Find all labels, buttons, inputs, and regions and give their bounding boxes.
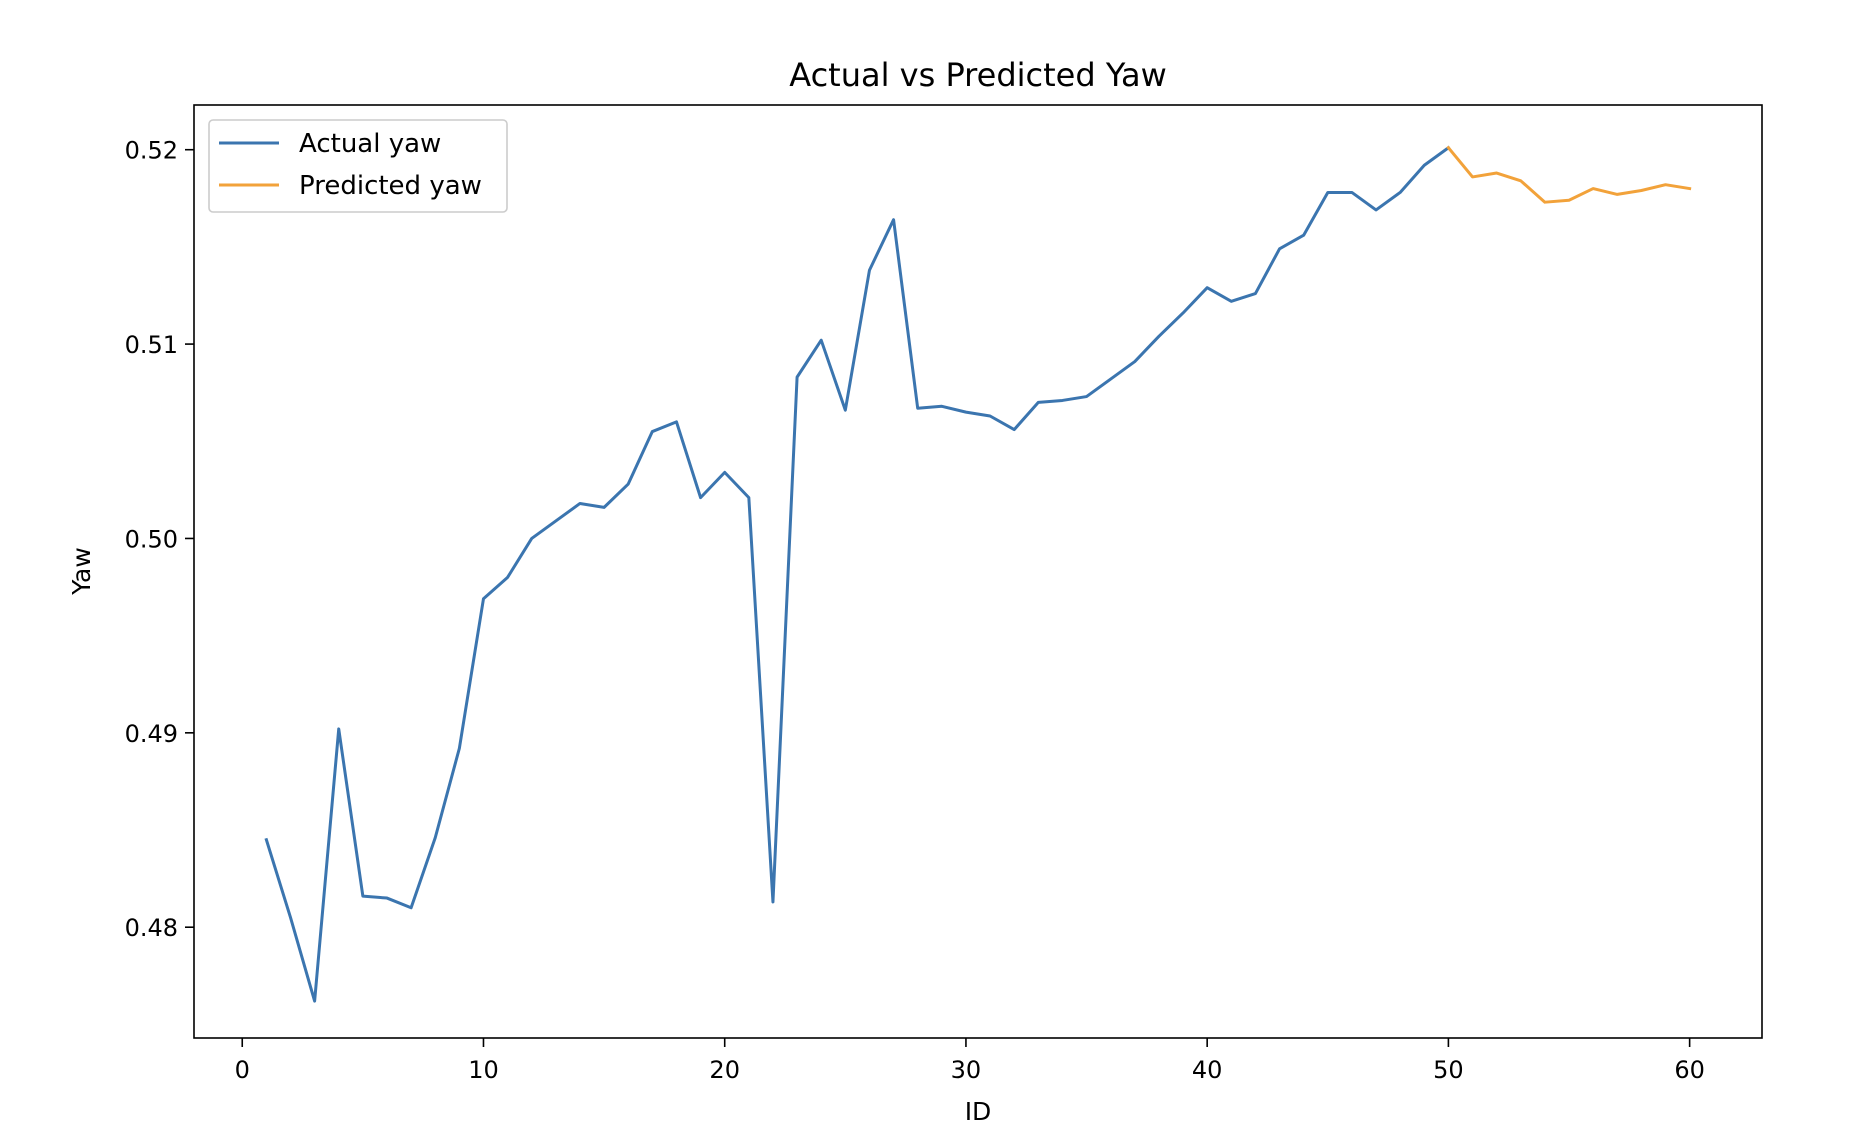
- x-tick-label: 30: [951, 1056, 982, 1084]
- x-axis-title: ID: [965, 1097, 992, 1126]
- series-line-1: [1446, 145, 1692, 204]
- y-tick-label: 0.52: [125, 137, 178, 165]
- x-axis: 0 10 20 30 40 50 60: [235, 1038, 1705, 1084]
- legend-label: Predicted yaw: [299, 171, 482, 201]
- legend-box: [208, 119, 508, 213]
- x-tick-label: 10: [468, 1056, 499, 1084]
- y-tick-label: 0.48: [125, 914, 178, 942]
- plot-area: [264, 145, 1692, 1003]
- x-tick-label: 60: [1674, 1056, 1705, 1084]
- y-tick-label: 0.49: [125, 720, 178, 748]
- x-tick-label: 20: [709, 1056, 740, 1084]
- legend-label: Actual yaw: [299, 129, 441, 159]
- y-axis: 0.48 0.49 0.50 0.51 0.52: [125, 137, 194, 942]
- plot-frame: [193, 104, 1763, 1039]
- x-tick-label: 0: [235, 1056, 250, 1084]
- legend: Actual yaw Predicted yaw: [208, 119, 508, 213]
- y-tick-label: 0.51: [125, 331, 178, 359]
- y-tick-label: 0.50: [125, 525, 178, 553]
- series-line-0: [264, 145, 1451, 1003]
- y-axis-title: Yaw: [67, 547, 96, 596]
- x-tick-label: 50: [1433, 1056, 1464, 1084]
- x-tick-label: 40: [1192, 1056, 1223, 1084]
- chart-title: Actual vs Predicted Yaw: [789, 56, 1167, 94]
